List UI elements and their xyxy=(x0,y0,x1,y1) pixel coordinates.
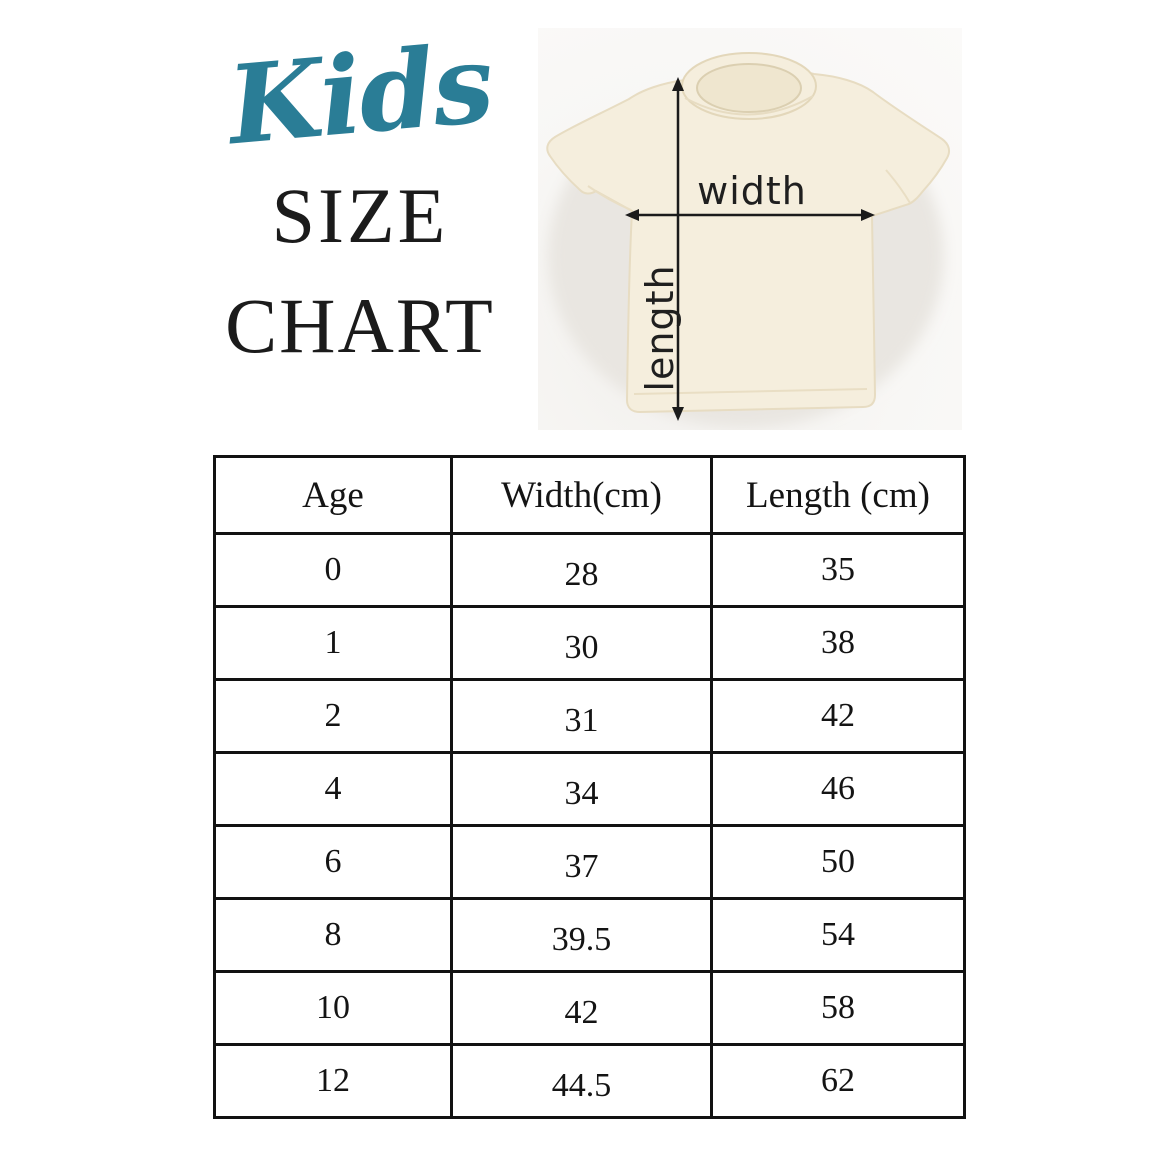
collar-inner xyxy=(696,63,802,113)
table-cell: 4 xyxy=(213,751,453,827)
table-cell: 54 xyxy=(710,897,966,973)
table-cell: 62 xyxy=(710,1043,966,1119)
column-header: Length (cm) xyxy=(710,455,966,535)
table-cell: 39.5 xyxy=(450,897,713,973)
table-cell: 46 xyxy=(710,751,966,827)
page-title: Kids SIZE CHART xyxy=(200,21,520,369)
title-chart: CHART xyxy=(225,282,495,369)
table-header: Age Width(cm) Length (cm) xyxy=(213,455,966,535)
right-cuff-seam xyxy=(885,169,911,204)
width-label: width xyxy=(697,169,807,213)
table-cell: 0 xyxy=(213,532,453,608)
header-row: Age Width(cm) Length (cm) xyxy=(213,455,966,535)
title-kids: Kids xyxy=(223,20,497,170)
table-cell: 6 xyxy=(213,824,453,900)
hem-seam xyxy=(633,388,868,395)
table-row: 12 44.5 62 xyxy=(213,1043,966,1119)
table-cell: 30 xyxy=(450,605,713,681)
length-arrow xyxy=(672,77,684,421)
table-row: 0 28 35 xyxy=(213,532,966,608)
title-size: SIZE xyxy=(271,172,449,259)
table-cell: 1 xyxy=(213,605,453,681)
table-cell: 2 xyxy=(213,678,453,754)
collar-seam xyxy=(684,95,814,116)
column-header: Width(cm) xyxy=(450,455,713,535)
table-cell: 35 xyxy=(710,532,966,608)
width-arrow xyxy=(625,209,875,221)
table-cell: 34 xyxy=(450,751,713,827)
table-cell: 42 xyxy=(450,970,713,1046)
column-header: Age xyxy=(213,455,453,535)
left-cuff-seam xyxy=(587,185,632,211)
table-cell: 12 xyxy=(213,1043,453,1119)
table-cell: 44.5 xyxy=(450,1043,713,1119)
table-cell: 50 xyxy=(710,824,966,900)
table-cell: 10 xyxy=(213,970,453,1046)
tshirt-diagram: width length xyxy=(546,52,951,428)
table-cell: 28 xyxy=(450,532,713,608)
table-row: 2 31 42 xyxy=(213,678,966,754)
tshirt-graphic xyxy=(546,65,951,414)
table-row: 6 37 50 xyxy=(213,824,966,900)
table-row: 1 30 38 xyxy=(213,605,966,681)
size-table: Age Width(cm) Length (cm) 0 28 35 1 30 38 2 31 42 4… xyxy=(213,455,966,1119)
table-cell: 42 xyxy=(710,678,966,754)
table-row: 8 39.5 54 xyxy=(213,897,966,973)
tshirt-photo: width length xyxy=(538,28,962,430)
table-cell: 8 xyxy=(213,897,453,973)
table-row: 4 34 46 xyxy=(213,751,966,827)
table-cell: 38 xyxy=(710,605,966,681)
table-cell: 58 xyxy=(710,970,966,1046)
table-cell: 37 xyxy=(450,824,713,900)
table-cell: 31 xyxy=(450,678,713,754)
table-body: 0 28 35 1 30 38 2 31 42 4 34 46 6 37 50 8 39.5 54 10 42 58 12… xyxy=(213,532,966,1119)
length-label: length xyxy=(638,264,682,391)
table-row: 10 42 58 xyxy=(213,970,966,1046)
